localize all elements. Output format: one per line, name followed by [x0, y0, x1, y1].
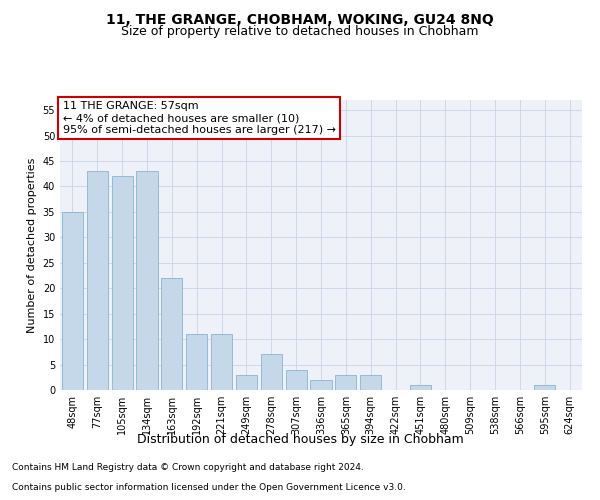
Text: 11, THE GRANGE, CHOBHAM, WOKING, GU24 8NQ: 11, THE GRANGE, CHOBHAM, WOKING, GU24 8N…	[106, 12, 494, 26]
Bar	[62, 212, 83, 390]
Y-axis label: Number of detached properties: Number of detached properties	[27, 158, 37, 332]
Bar	[136, 171, 158, 390]
Bar	[310, 380, 332, 390]
Text: Contains HM Land Registry data © Crown copyright and database right 2024.: Contains HM Land Registry data © Crown c…	[12, 464, 364, 472]
Bar	[360, 374, 381, 390]
Bar	[335, 374, 356, 390]
Bar	[534, 385, 555, 390]
Bar	[410, 385, 431, 390]
Bar	[161, 278, 182, 390]
Bar	[211, 334, 232, 390]
Bar	[87, 171, 108, 390]
Text: Size of property relative to detached houses in Chobham: Size of property relative to detached ho…	[121, 25, 479, 38]
Text: Contains public sector information licensed under the Open Government Licence v3: Contains public sector information licen…	[12, 484, 406, 492]
Text: Distribution of detached houses by size in Chobham: Distribution of detached houses by size …	[137, 432, 463, 446]
Bar	[236, 374, 257, 390]
Text: 11 THE GRANGE: 57sqm
← 4% of detached houses are smaller (10)
95% of semi-detach: 11 THE GRANGE: 57sqm ← 4% of detached ho…	[62, 102, 335, 134]
Bar	[112, 176, 133, 390]
Bar	[261, 354, 282, 390]
Bar	[286, 370, 307, 390]
Bar	[186, 334, 207, 390]
